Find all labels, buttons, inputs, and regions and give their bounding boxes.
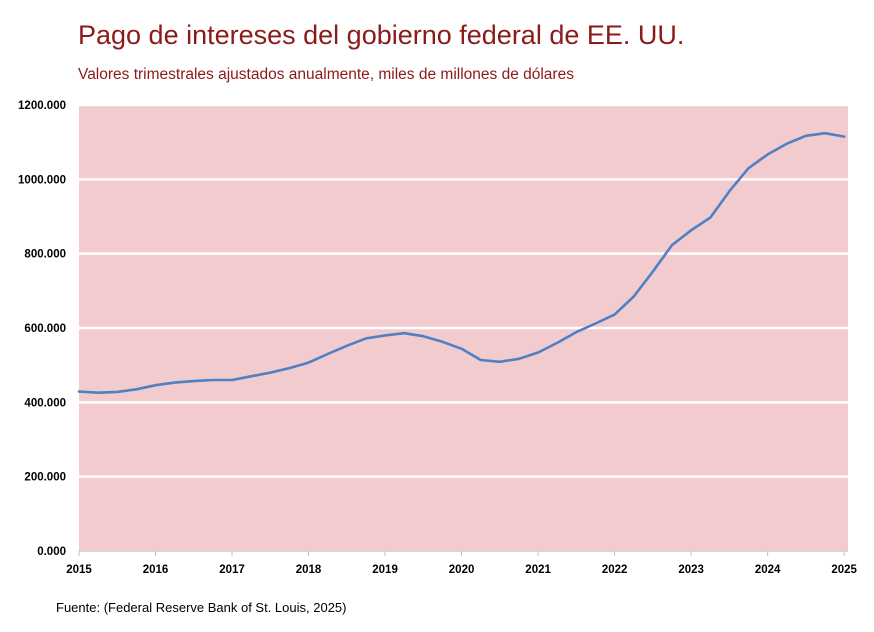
y-axis: 0.000 200.000 400.000 600.000 800.000 1000.00… [18, 100, 66, 558]
y-tick-label: 0.000 [37, 546, 66, 558]
x-tick-label: 2018 [296, 564, 322, 576]
x-tick-label: 2024 [755, 564, 781, 576]
y-tick-label: 1000.000 [18, 174, 66, 186]
x-tick-label: 2025 [831, 564, 857, 576]
x-tick-label: 2020 [449, 564, 475, 576]
series-group [77, 131, 846, 395]
chart-subtitle: Valores trimestrales ajustados anualment… [78, 66, 574, 83]
x-tick-label: 2016 [143, 564, 169, 576]
x-tick-label: 2023 [678, 564, 704, 576]
y-tick-label: 600.000 [24, 323, 66, 335]
y-tick-label: 200.000 [24, 472, 66, 484]
chart-title: Pago de intereses del gobierno federal d… [78, 20, 685, 50]
series-line-0 [77, 131, 846, 395]
x-tick-label: 2022 [602, 564, 628, 576]
y-tick-label: 800.000 [24, 249, 66, 261]
x-tick-label: 2019 [372, 564, 398, 576]
source-note: Fuente: (Federal Reserve Bank of St. Lou… [56, 600, 347, 615]
x-tick-label: 2015 [66, 564, 92, 576]
y-tick-label: 400.000 [24, 397, 66, 409]
x-tick-label: 2021 [525, 564, 551, 576]
x-tick-label: 2017 [219, 564, 245, 576]
y-tick-label: 1200.000 [18, 100, 66, 112]
x-axis: 2015 2016 2017 2018 2019 2020 2021 2022 2023 2024… [66, 551, 858, 576]
gridlines [79, 103, 848, 478]
